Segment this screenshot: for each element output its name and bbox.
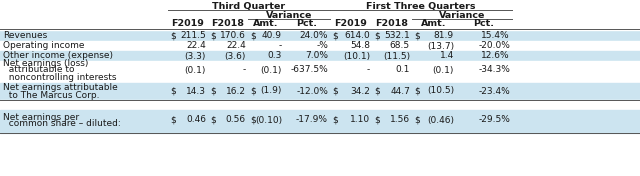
- Text: $: $: [374, 86, 380, 96]
- Text: -: -: [367, 65, 370, 74]
- Text: -29.5%: -29.5%: [478, 115, 510, 124]
- Text: 54.8: 54.8: [350, 42, 370, 51]
- Text: Variance: Variance: [266, 11, 312, 20]
- Text: -23.4%: -23.4%: [478, 86, 510, 96]
- Text: Operating income: Operating income: [3, 42, 84, 51]
- Text: 12.6%: 12.6%: [481, 52, 510, 61]
- Text: $: $: [332, 32, 338, 40]
- Text: F2019: F2019: [335, 20, 367, 29]
- Text: $: $: [210, 32, 216, 40]
- Text: 211.5: 211.5: [180, 32, 206, 40]
- Text: Amt.: Amt.: [253, 20, 279, 29]
- Text: 0.3: 0.3: [268, 52, 282, 61]
- Text: 81.9: 81.9: [434, 32, 454, 40]
- Text: attributable to: attributable to: [3, 65, 74, 74]
- Text: F2018: F2018: [211, 20, 244, 29]
- Text: Other income (expense): Other income (expense): [3, 52, 113, 61]
- Text: Amt.: Amt.: [421, 20, 447, 29]
- Text: to The Marcus Corp.: to The Marcus Corp.: [3, 90, 99, 99]
- Text: -20.0%: -20.0%: [478, 42, 510, 51]
- Text: noncontrolling interests: noncontrolling interests: [3, 73, 116, 81]
- Text: -12.0%: -12.0%: [296, 86, 328, 96]
- Text: F2019: F2019: [172, 20, 204, 29]
- Text: 170.6: 170.6: [220, 32, 246, 40]
- Bar: [0, 30, 640, 41]
- Text: $: $: [414, 86, 420, 96]
- Bar: [0, 41, 640, 51]
- Text: -: -: [279, 42, 282, 51]
- Bar: [0, 61, 640, 83]
- Text: 1.4: 1.4: [440, 52, 454, 61]
- Text: 614.0: 614.0: [344, 32, 370, 40]
- Text: Net earnings (loss): Net earnings (loss): [3, 58, 88, 68]
- Text: $: $: [210, 86, 216, 96]
- Text: (3.6): (3.6): [225, 52, 246, 61]
- Text: (10.5): (10.5): [427, 86, 454, 96]
- Text: 44.7: 44.7: [390, 86, 410, 96]
- Text: $: $: [250, 115, 256, 124]
- Text: 1.56: 1.56: [390, 115, 410, 124]
- Text: (0.10): (0.10): [255, 115, 282, 124]
- Text: Pct.: Pct.: [296, 20, 317, 29]
- Text: 7.0%: 7.0%: [305, 52, 328, 61]
- Text: $: $: [210, 115, 216, 124]
- Text: $: $: [170, 115, 176, 124]
- Text: -637.5%: -637.5%: [291, 65, 328, 74]
- Text: $: $: [250, 32, 256, 40]
- Text: Variance: Variance: [439, 11, 485, 20]
- Text: Net earnings per: Net earnings per: [3, 112, 79, 121]
- Bar: [0, 100, 640, 110]
- Text: -34.3%: -34.3%: [478, 65, 510, 74]
- Text: $: $: [414, 115, 420, 124]
- Text: -17.9%: -17.9%: [296, 115, 328, 124]
- Text: 34.2: 34.2: [350, 86, 370, 96]
- Text: 0.1: 0.1: [396, 65, 410, 74]
- Text: (0.1): (0.1): [433, 65, 454, 74]
- Bar: [0, 83, 640, 100]
- Text: 532.1: 532.1: [384, 32, 410, 40]
- Text: common share – diluted:: common share – diluted:: [3, 120, 121, 128]
- Text: 1.10: 1.10: [350, 115, 370, 124]
- Text: $: $: [414, 32, 420, 40]
- Text: (0.46): (0.46): [427, 115, 454, 124]
- Text: -: -: [243, 65, 246, 74]
- Text: (11.5): (11.5): [383, 52, 410, 61]
- Text: Third Quarter: Third Quarter: [212, 2, 285, 11]
- Text: (3.3): (3.3): [184, 52, 206, 61]
- Text: (10.1): (10.1): [343, 52, 370, 61]
- Text: (1.9): (1.9): [260, 86, 282, 96]
- Text: 16.2: 16.2: [226, 86, 246, 96]
- Text: 40.9: 40.9: [262, 32, 282, 40]
- Text: 0.46: 0.46: [186, 115, 206, 124]
- Text: $: $: [170, 32, 176, 40]
- Text: $: $: [250, 86, 256, 96]
- Text: F2018: F2018: [376, 20, 408, 29]
- Bar: [0, 110, 640, 133]
- Bar: [0, 51, 640, 61]
- Text: (0.1): (0.1): [260, 65, 282, 74]
- Text: 15.4%: 15.4%: [481, 32, 510, 40]
- Text: (13.7): (13.7): [427, 42, 454, 51]
- Text: $: $: [332, 86, 338, 96]
- Text: 22.4: 22.4: [186, 42, 206, 51]
- Text: 0.56: 0.56: [226, 115, 246, 124]
- Text: 24.0%: 24.0%: [300, 32, 328, 40]
- Text: Pct.: Pct.: [474, 20, 495, 29]
- Bar: [0, 0, 640, 30]
- Text: Net earnings attributable: Net earnings attributable: [3, 83, 118, 93]
- Text: Revenues: Revenues: [3, 32, 47, 40]
- Text: $: $: [332, 115, 338, 124]
- Text: $: $: [170, 86, 176, 96]
- Text: 14.3: 14.3: [186, 86, 206, 96]
- Text: -%: -%: [316, 42, 328, 51]
- Text: First Three Quarters: First Three Quarters: [366, 2, 476, 11]
- Text: $: $: [374, 115, 380, 124]
- Text: (0.1): (0.1): [184, 65, 206, 74]
- Text: $: $: [374, 32, 380, 40]
- Text: 22.4: 22.4: [227, 42, 246, 51]
- Text: 68.5: 68.5: [390, 42, 410, 51]
